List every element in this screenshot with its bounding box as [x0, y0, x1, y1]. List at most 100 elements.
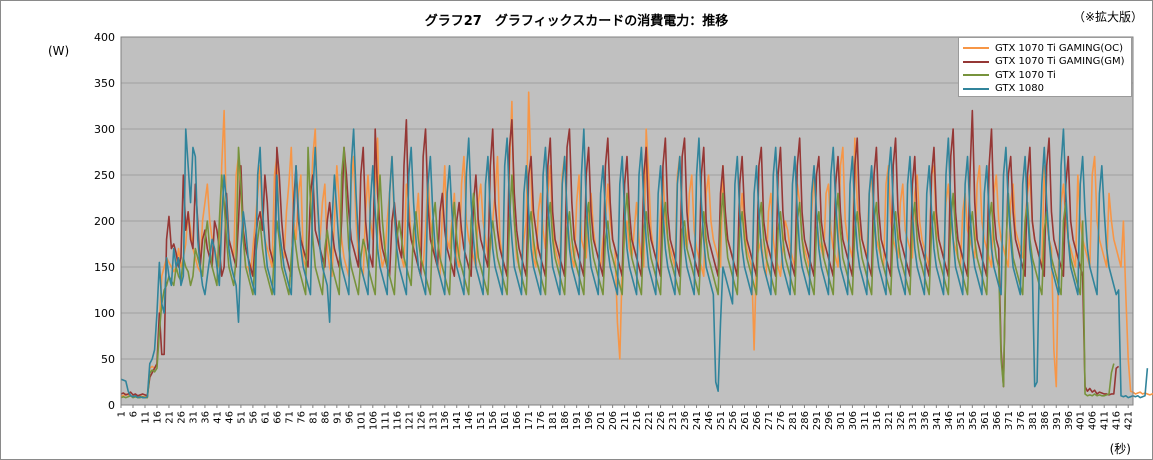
x-tick-label: 331 — [908, 411, 919, 430]
x-tick-label: 306 — [848, 411, 859, 430]
x-tick-label: 391 — [1052, 411, 1063, 430]
x-tick-label: 281 — [788, 411, 799, 430]
x-tick-label: 16 — [152, 411, 163, 424]
x-tick-label: 321 — [884, 411, 895, 430]
x-tick-label: 231 — [668, 411, 679, 430]
x-tick-label: 341 — [932, 411, 943, 430]
x-tick-label: 246 — [704, 411, 715, 430]
x-tick-label: 276 — [776, 411, 787, 430]
x-tick-label: 121 — [404, 411, 415, 430]
x-tick-label: 256 — [728, 411, 739, 430]
x-tick-label: 191 — [572, 411, 583, 430]
x-tick-label: 46 — [224, 411, 235, 424]
x-tick-label: 261 — [740, 411, 751, 430]
x-tick-label: 346 — [944, 411, 955, 430]
x-tick-label: 106 — [368, 411, 379, 430]
x-tick-label: 51 — [236, 411, 247, 424]
y-tick-label: 250 — [94, 169, 115, 182]
x-tick-label: 216 — [632, 411, 643, 430]
chart-legend: GTX 1070 Ti GAMING(OC) GTX 1070 Ti GAMING… — [958, 37, 1132, 97]
x-tick-label: 296 — [824, 411, 835, 430]
y-tick-label: 400 — [94, 31, 115, 44]
x-tick-label: 401 — [1076, 411, 1087, 430]
y-tick-label: 200 — [94, 215, 115, 228]
x-tick-label: 386 — [1040, 411, 1051, 430]
x-tick-label: 316 — [872, 411, 883, 430]
x-tick-label: 181 — [548, 411, 559, 430]
legend-label: GTX 1070 Ti GAMING(GM) — [995, 56, 1125, 67]
x-tick-label: 366 — [992, 411, 1003, 430]
x-axis-ticks: 1 6 11 16 21 26 31 36 41 46 51 56 61 66 71 76 81 86 91 96 10… — [117, 405, 1135, 430]
x-tick-label: 146 — [464, 411, 475, 430]
x-tick-label: 81 — [308, 411, 319, 424]
legend-item: GTX 1070 Ti GAMING(GM) — [963, 55, 1125, 69]
y-tick-label: 100 — [94, 307, 115, 320]
x-tick-label: 71 — [284, 411, 295, 424]
x-tick-label: 196 — [584, 411, 595, 430]
legend-swatch — [963, 87, 989, 90]
x-tick-label: 6 — [128, 411, 139, 417]
x-tick-label: 251 — [716, 411, 727, 430]
x-tick-label: 266 — [752, 411, 763, 430]
x-tick-label: 91 — [332, 411, 343, 424]
x-tick-label: 291 — [812, 411, 823, 430]
x-tick-label: 361 — [980, 411, 991, 430]
x-tick-label: 26 — [176, 411, 187, 424]
enlarged-version-note: （※拡大版） — [1072, 10, 1143, 24]
legend-label: GTX 1080 — [995, 83, 1044, 94]
x-tick-label: 411 — [1100, 411, 1111, 430]
legend-swatch — [963, 60, 989, 63]
x-tick-label: 226 — [656, 411, 667, 430]
x-tick-label: 61 — [260, 411, 271, 424]
x-tick-label: 176 — [536, 411, 547, 430]
y-axis-ticks: 0 50 100 150 200 250 300 350 400 — [94, 31, 115, 412]
x-tick-label: 116 — [392, 411, 403, 430]
x-tick-label: 126 — [416, 411, 427, 430]
chart-title: グラフ27 グラフィックスカードの消費電力：推移 — [424, 14, 729, 29]
y-tick-label: 0 — [108, 399, 115, 412]
x-tick-label: 1 — [117, 411, 128, 417]
legend-item: GTX 1080 — [963, 82, 1044, 96]
x-tick-label: 356 — [968, 411, 979, 430]
x-tick-label: 11 — [140, 411, 151, 424]
x-tick-label: 206 — [608, 411, 619, 430]
x-tick-label: 36 — [200, 411, 211, 424]
x-tick-label: 336 — [920, 411, 931, 430]
y-tick-label: 150 — [94, 261, 115, 274]
x-tick-label: 171 — [524, 411, 535, 430]
legend-label: GTX 1070 Ti GAMING(OC) — [995, 42, 1123, 54]
x-tick-label: 271 — [764, 411, 775, 430]
series-lines — [120, 91, 1153, 399]
x-tick-label: 286 — [800, 411, 811, 430]
x-tick-label: 86 — [320, 411, 331, 424]
x-tick-label: 236 — [680, 411, 691, 430]
x-tick-label: 136 — [440, 411, 451, 430]
x-tick-label: 381 — [1028, 411, 1039, 430]
x-tick-label: 201 — [596, 411, 607, 430]
legend-swatch — [963, 74, 989, 76]
x-tick-label: 131 — [428, 411, 439, 430]
legend-swatch — [963, 47, 989, 49]
series-line-3 — [120, 128, 1149, 399]
x-tick-label: 31 — [188, 411, 199, 424]
y-tick-label: 350 — [94, 77, 115, 90]
x-tick-label: 41 — [212, 411, 223, 424]
series-line-1 — [120, 109, 1120, 397]
x-tick-label: 416 — [1112, 411, 1123, 430]
x-tick-label: 56 — [248, 411, 259, 424]
y-axis-unit: (W) — [48, 44, 70, 58]
x-tick-label: 396 — [1064, 411, 1075, 430]
x-tick-label: 76 — [296, 411, 307, 424]
legend-item: GTX 1070 Ti GAMING(OC) — [963, 41, 1123, 55]
x-tick-label: 156 — [488, 411, 499, 430]
x-tick-label: 371 — [1004, 411, 1015, 430]
x-tick-label: 376 — [1016, 411, 1027, 430]
legend-item: GTX 1070 Ti — [963, 68, 1056, 82]
y-tick-label: 50 — [101, 353, 115, 366]
x-tick-label: 311 — [860, 411, 871, 430]
x-tick-label: 111 — [380, 411, 391, 430]
x-tick-label: 96 — [344, 411, 355, 424]
x-tick-label: 141 — [452, 411, 463, 430]
x-tick-label: 221 — [644, 411, 655, 430]
